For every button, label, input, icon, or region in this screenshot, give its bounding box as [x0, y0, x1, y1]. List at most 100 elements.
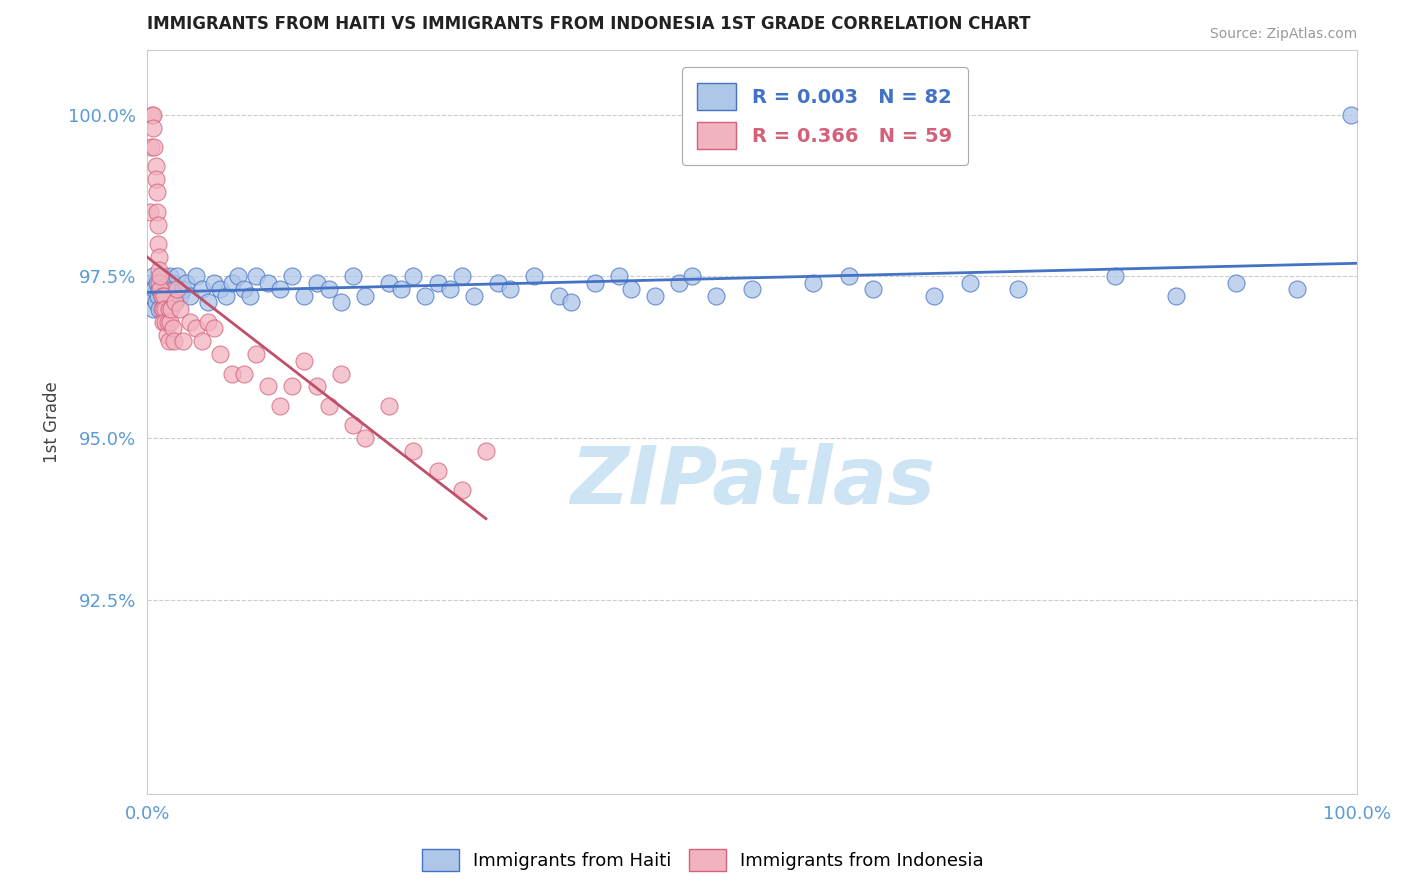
Point — [607, 269, 630, 284]
Point — [1104, 269, 1126, 284]
Point — [523, 269, 546, 284]
Point — [547, 289, 569, 303]
Point — [208, 282, 231, 296]
Point — [257, 276, 280, 290]
Point — [463, 289, 485, 303]
Point — [146, 218, 169, 232]
Point — [389, 282, 412, 296]
Point — [153, 269, 176, 284]
Point — [138, 204, 160, 219]
Point — [239, 289, 262, 303]
Point — [146, 289, 169, 303]
Point — [450, 483, 472, 497]
Point — [139, 140, 162, 154]
Text: ZIPatlas: ZIPatlas — [569, 442, 935, 521]
Point — [959, 276, 981, 290]
Point — [152, 282, 174, 296]
Point — [155, 327, 177, 342]
Point — [354, 289, 377, 303]
Point — [142, 120, 165, 135]
Point — [172, 282, 194, 296]
Point — [226, 269, 249, 284]
Point — [166, 282, 188, 296]
Point — [378, 276, 401, 290]
Point — [142, 107, 165, 121]
Point — [318, 399, 340, 413]
Point — [149, 282, 172, 296]
Point — [583, 276, 606, 290]
Point — [150, 289, 173, 303]
Point — [801, 276, 824, 290]
Point — [143, 140, 166, 154]
Point — [294, 353, 316, 368]
Point — [157, 276, 180, 290]
Point — [190, 282, 212, 296]
Point — [152, 315, 174, 329]
Point — [152, 301, 174, 316]
Point — [169, 301, 191, 316]
Point — [1164, 289, 1187, 303]
Point — [342, 269, 364, 284]
Point — [156, 315, 179, 329]
Point — [146, 186, 169, 200]
Point — [862, 282, 884, 296]
Point — [156, 289, 179, 303]
Point — [208, 347, 231, 361]
Point — [318, 282, 340, 296]
Point — [148, 301, 170, 316]
Point — [1340, 107, 1362, 121]
Point — [190, 334, 212, 348]
Point — [150, 301, 173, 316]
Point — [197, 315, 219, 329]
Point — [149, 276, 172, 290]
Point — [450, 269, 472, 284]
Point — [169, 289, 191, 303]
Point — [172, 334, 194, 348]
Point — [1285, 282, 1308, 296]
Point — [620, 282, 643, 296]
Point — [560, 295, 582, 310]
Point — [184, 321, 207, 335]
Point — [426, 276, 449, 290]
Point — [202, 321, 225, 335]
Legend: R = 0.003   N = 82, R = 0.366   N = 59: R = 0.003 N = 82, R = 0.366 N = 59 — [682, 67, 967, 165]
Point — [439, 282, 461, 296]
Point — [150, 289, 173, 303]
Point — [329, 367, 352, 381]
Text: Source: ZipAtlas.com: Source: ZipAtlas.com — [1209, 27, 1357, 41]
Point — [159, 315, 181, 329]
Point — [157, 301, 180, 316]
Point — [426, 464, 449, 478]
Point — [148, 263, 170, 277]
Point — [163, 295, 186, 310]
Point — [145, 295, 167, 310]
Point — [163, 282, 186, 296]
Point — [146, 237, 169, 252]
Point — [644, 289, 666, 303]
Point — [221, 276, 243, 290]
Point — [1225, 276, 1247, 290]
Point — [166, 269, 188, 284]
Point — [1007, 282, 1029, 296]
Point — [922, 289, 945, 303]
Point — [143, 282, 166, 296]
Point — [160, 282, 183, 296]
Point — [281, 379, 304, 393]
Point — [149, 269, 172, 284]
Point — [245, 269, 267, 284]
Point — [155, 315, 177, 329]
Y-axis label: 1st Grade: 1st Grade — [44, 381, 60, 463]
Point — [681, 269, 703, 284]
Legend: Immigrants from Haiti, Immigrants from Indonesia: Immigrants from Haiti, Immigrants from I… — [415, 842, 991, 879]
Point — [142, 269, 165, 284]
Point — [294, 289, 316, 303]
Point — [160, 289, 183, 303]
Point — [329, 295, 352, 310]
Point — [163, 334, 186, 348]
Point — [155, 295, 177, 310]
Point — [269, 282, 291, 296]
Point — [146, 204, 169, 219]
Point — [269, 399, 291, 413]
Point — [148, 250, 170, 264]
Point — [159, 269, 181, 284]
